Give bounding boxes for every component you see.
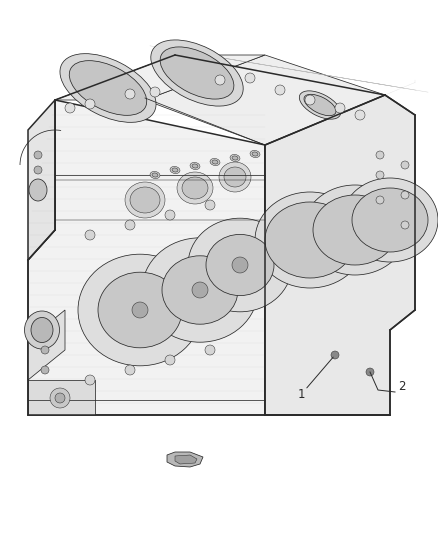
Polygon shape: [167, 452, 203, 467]
Ellipse shape: [304, 94, 336, 116]
Ellipse shape: [252, 152, 258, 156]
Ellipse shape: [172, 168, 178, 172]
Ellipse shape: [313, 195, 397, 265]
Ellipse shape: [192, 164, 198, 168]
Circle shape: [275, 85, 285, 95]
Ellipse shape: [31, 318, 53, 343]
Ellipse shape: [212, 160, 218, 164]
Ellipse shape: [160, 47, 234, 99]
Circle shape: [125, 220, 135, 230]
Circle shape: [34, 166, 42, 174]
Polygon shape: [145, 55, 385, 145]
Ellipse shape: [210, 158, 220, 166]
Polygon shape: [28, 380, 95, 415]
Circle shape: [205, 345, 215, 355]
Circle shape: [331, 351, 339, 359]
Ellipse shape: [69, 61, 147, 115]
Ellipse shape: [177, 172, 213, 204]
Ellipse shape: [303, 185, 407, 275]
Ellipse shape: [224, 167, 246, 187]
Circle shape: [335, 103, 345, 113]
Circle shape: [34, 151, 42, 159]
Circle shape: [85, 99, 95, 109]
Circle shape: [165, 210, 175, 220]
Ellipse shape: [230, 155, 240, 161]
Ellipse shape: [342, 178, 438, 262]
Circle shape: [376, 171, 384, 179]
Ellipse shape: [29, 179, 47, 201]
Ellipse shape: [98, 272, 182, 348]
Polygon shape: [175, 455, 197, 464]
Circle shape: [376, 151, 384, 159]
Ellipse shape: [232, 156, 238, 160]
Ellipse shape: [152, 173, 158, 177]
Ellipse shape: [250, 150, 260, 158]
Polygon shape: [28, 310, 65, 380]
Ellipse shape: [182, 177, 208, 199]
Circle shape: [232, 257, 248, 273]
Polygon shape: [28, 55, 415, 435]
Circle shape: [132, 302, 148, 318]
Ellipse shape: [125, 182, 165, 218]
Circle shape: [215, 75, 225, 85]
Circle shape: [401, 221, 409, 229]
Ellipse shape: [170, 166, 180, 174]
Circle shape: [245, 73, 255, 83]
Polygon shape: [265, 95, 415, 415]
Ellipse shape: [25, 311, 60, 349]
Circle shape: [50, 388, 70, 408]
Polygon shape: [28, 100, 55, 260]
Circle shape: [85, 375, 95, 385]
Ellipse shape: [78, 254, 202, 366]
Ellipse shape: [130, 187, 160, 213]
Ellipse shape: [188, 218, 292, 312]
Ellipse shape: [255, 192, 365, 288]
Ellipse shape: [206, 235, 274, 296]
Circle shape: [401, 161, 409, 169]
Circle shape: [376, 196, 384, 204]
Ellipse shape: [265, 202, 355, 278]
Circle shape: [41, 346, 49, 354]
Ellipse shape: [219, 162, 251, 192]
Ellipse shape: [60, 54, 156, 123]
Circle shape: [401, 191, 409, 199]
Circle shape: [85, 230, 95, 240]
Circle shape: [125, 89, 135, 99]
Polygon shape: [55, 55, 265, 100]
Text: 1: 1: [297, 388, 305, 401]
Circle shape: [41, 366, 49, 374]
Ellipse shape: [190, 163, 200, 169]
Ellipse shape: [151, 40, 243, 106]
Text: 2: 2: [398, 379, 406, 392]
Polygon shape: [28, 100, 265, 415]
Circle shape: [65, 103, 75, 113]
Circle shape: [150, 87, 160, 97]
Circle shape: [125, 365, 135, 375]
Circle shape: [192, 282, 208, 298]
Circle shape: [355, 110, 365, 120]
Circle shape: [165, 355, 175, 365]
Ellipse shape: [162, 256, 238, 324]
Circle shape: [205, 200, 215, 210]
Ellipse shape: [352, 188, 428, 252]
Ellipse shape: [150, 172, 160, 179]
Circle shape: [366, 368, 374, 376]
Ellipse shape: [299, 91, 341, 119]
Ellipse shape: [142, 238, 258, 342]
Circle shape: [55, 393, 65, 403]
Circle shape: [305, 95, 315, 105]
